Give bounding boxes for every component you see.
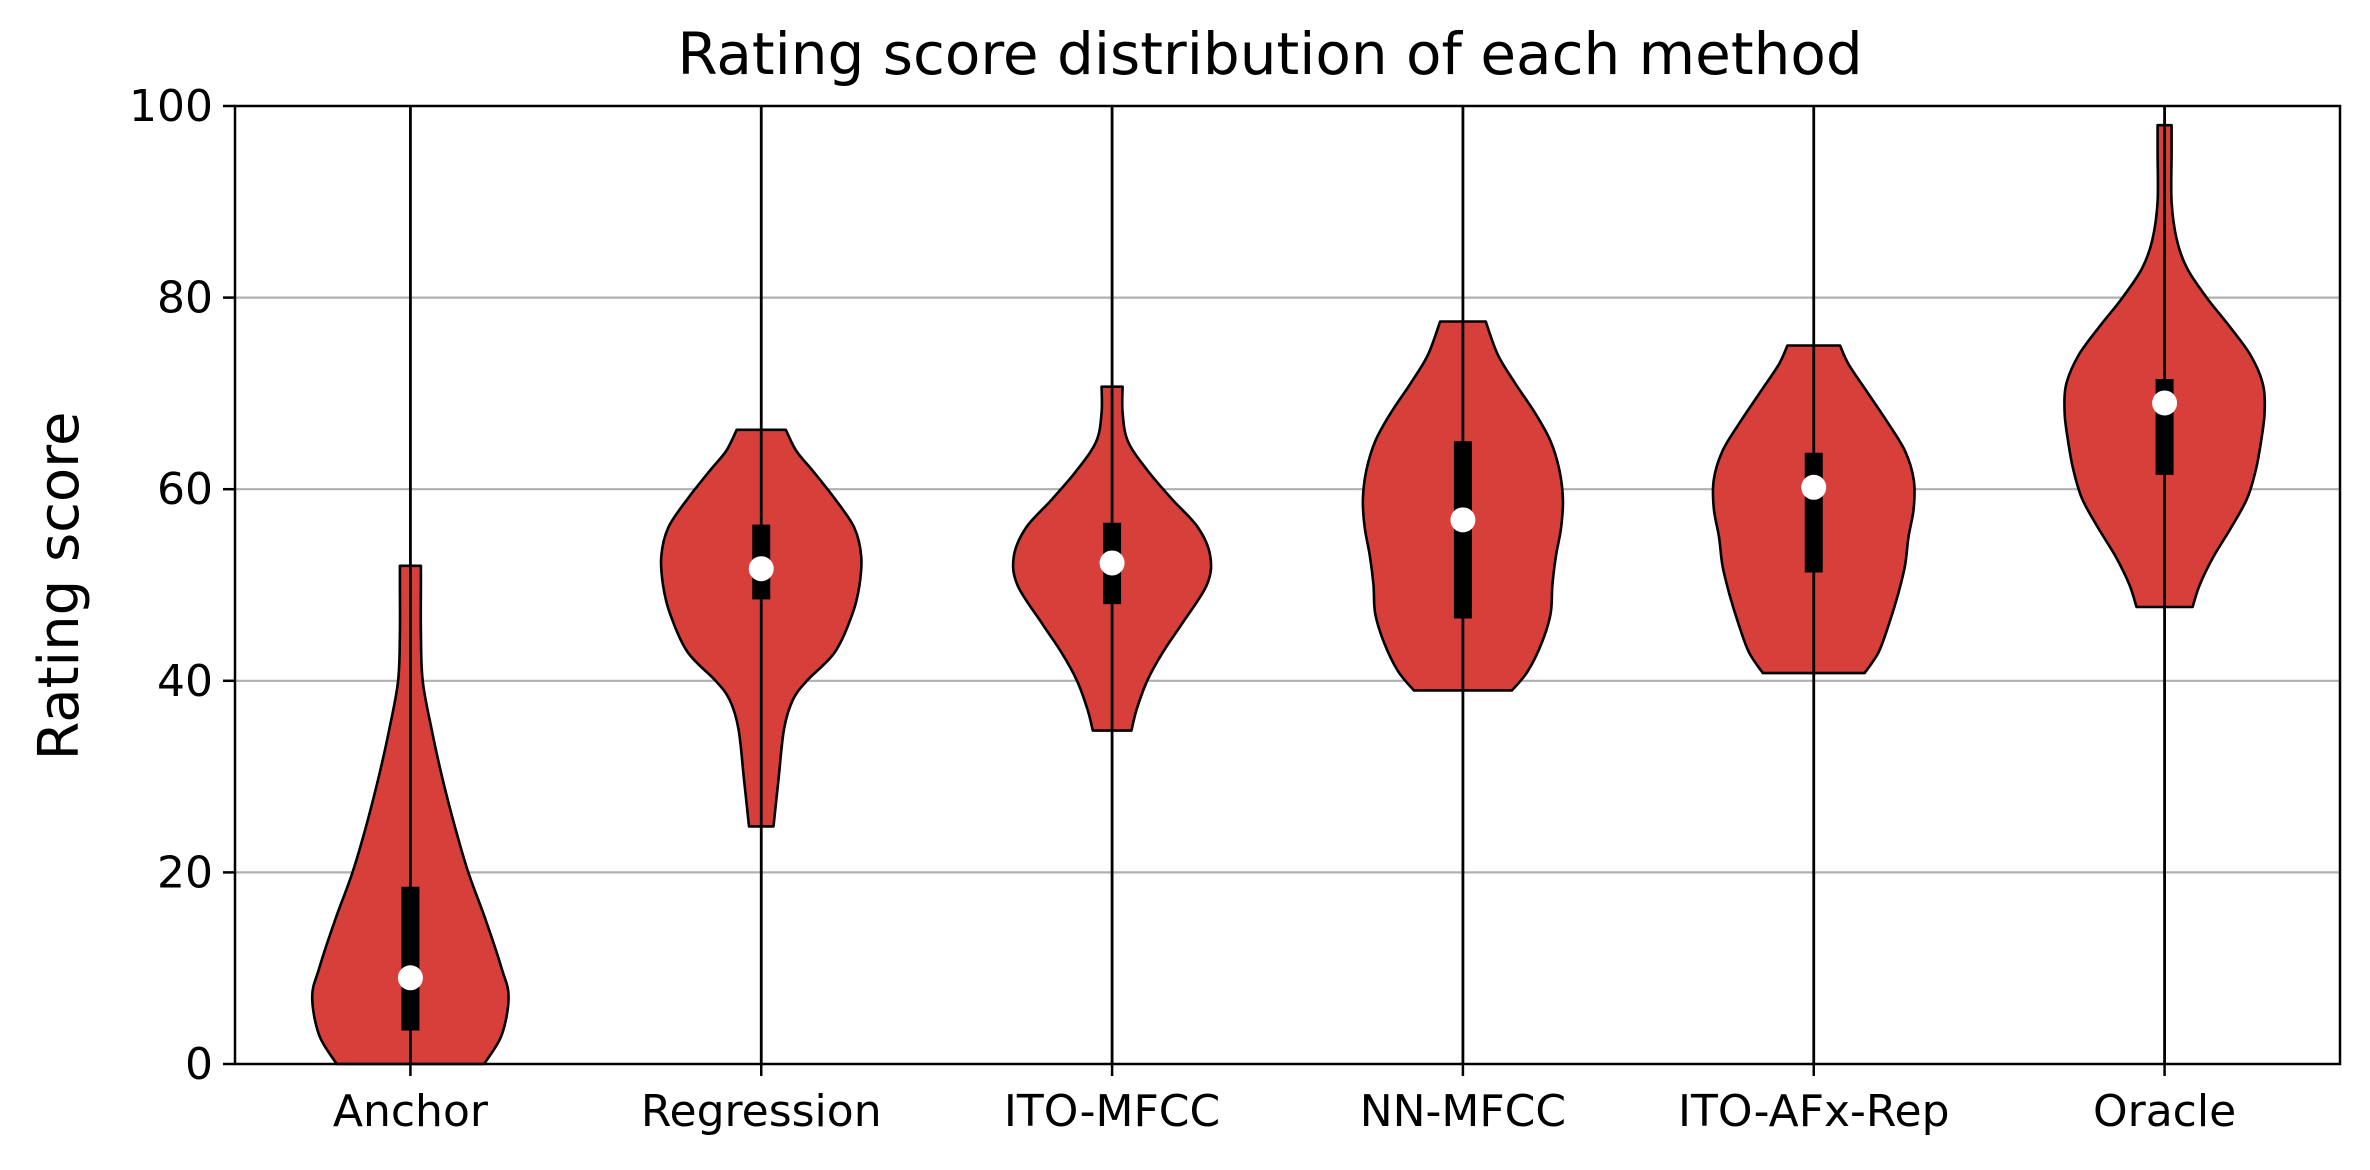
y-tick-label-0: 0: [185, 1039, 213, 1090]
median-marker-ito-afx-rep: [1801, 474, 1827, 500]
median-marker-nn-mfcc: [1450, 507, 1476, 533]
plot-frame: [233, 104, 2342, 1066]
x-tick-label-ito-afx-rep: ITO-AFx-Rep: [1678, 1086, 1950, 1137]
x-tick-label-regression: Regression: [641, 1086, 882, 1137]
x-axis: Anchor Regression ITO-MFCC NN-MFCC ITO-AFx-R…: [333, 1064, 2236, 1137]
y-tick-label-100: 100: [129, 81, 213, 132]
chart-title: Rating score distribution of each method: [677, 20, 1862, 88]
x-tick-label-anchor: Anchor: [333, 1086, 489, 1137]
violins: [310, 123, 2267, 1066]
y-axis: 0 20 40 60 80 100: [129, 81, 235, 1090]
x-tick-label-oracle: Oracle: [2093, 1086, 2236, 1137]
median-marker-ito-mfcc: [1099, 550, 1125, 576]
x-tick-label-ito-mfcc: ITO-MFCC: [1004, 1086, 1220, 1137]
median-marker-regression: [748, 556, 774, 582]
y-axis-label: Rating score: [27, 412, 92, 761]
y-tick-label-80: 80: [157, 273, 213, 324]
x-tick-label-nn-mfcc: NN-MFCC: [1360, 1086, 1566, 1137]
median-marker-anchor: [397, 965, 423, 991]
y-tick-label-20: 20: [157, 847, 213, 898]
median-markers: [397, 390, 2178, 991]
grid-lines: [235, 296, 2340, 874]
y-tick-label-40: 40: [157, 656, 213, 707]
y-tick-label-60: 60: [157, 464, 213, 515]
median-marker-oracle: [2152, 390, 2178, 416]
